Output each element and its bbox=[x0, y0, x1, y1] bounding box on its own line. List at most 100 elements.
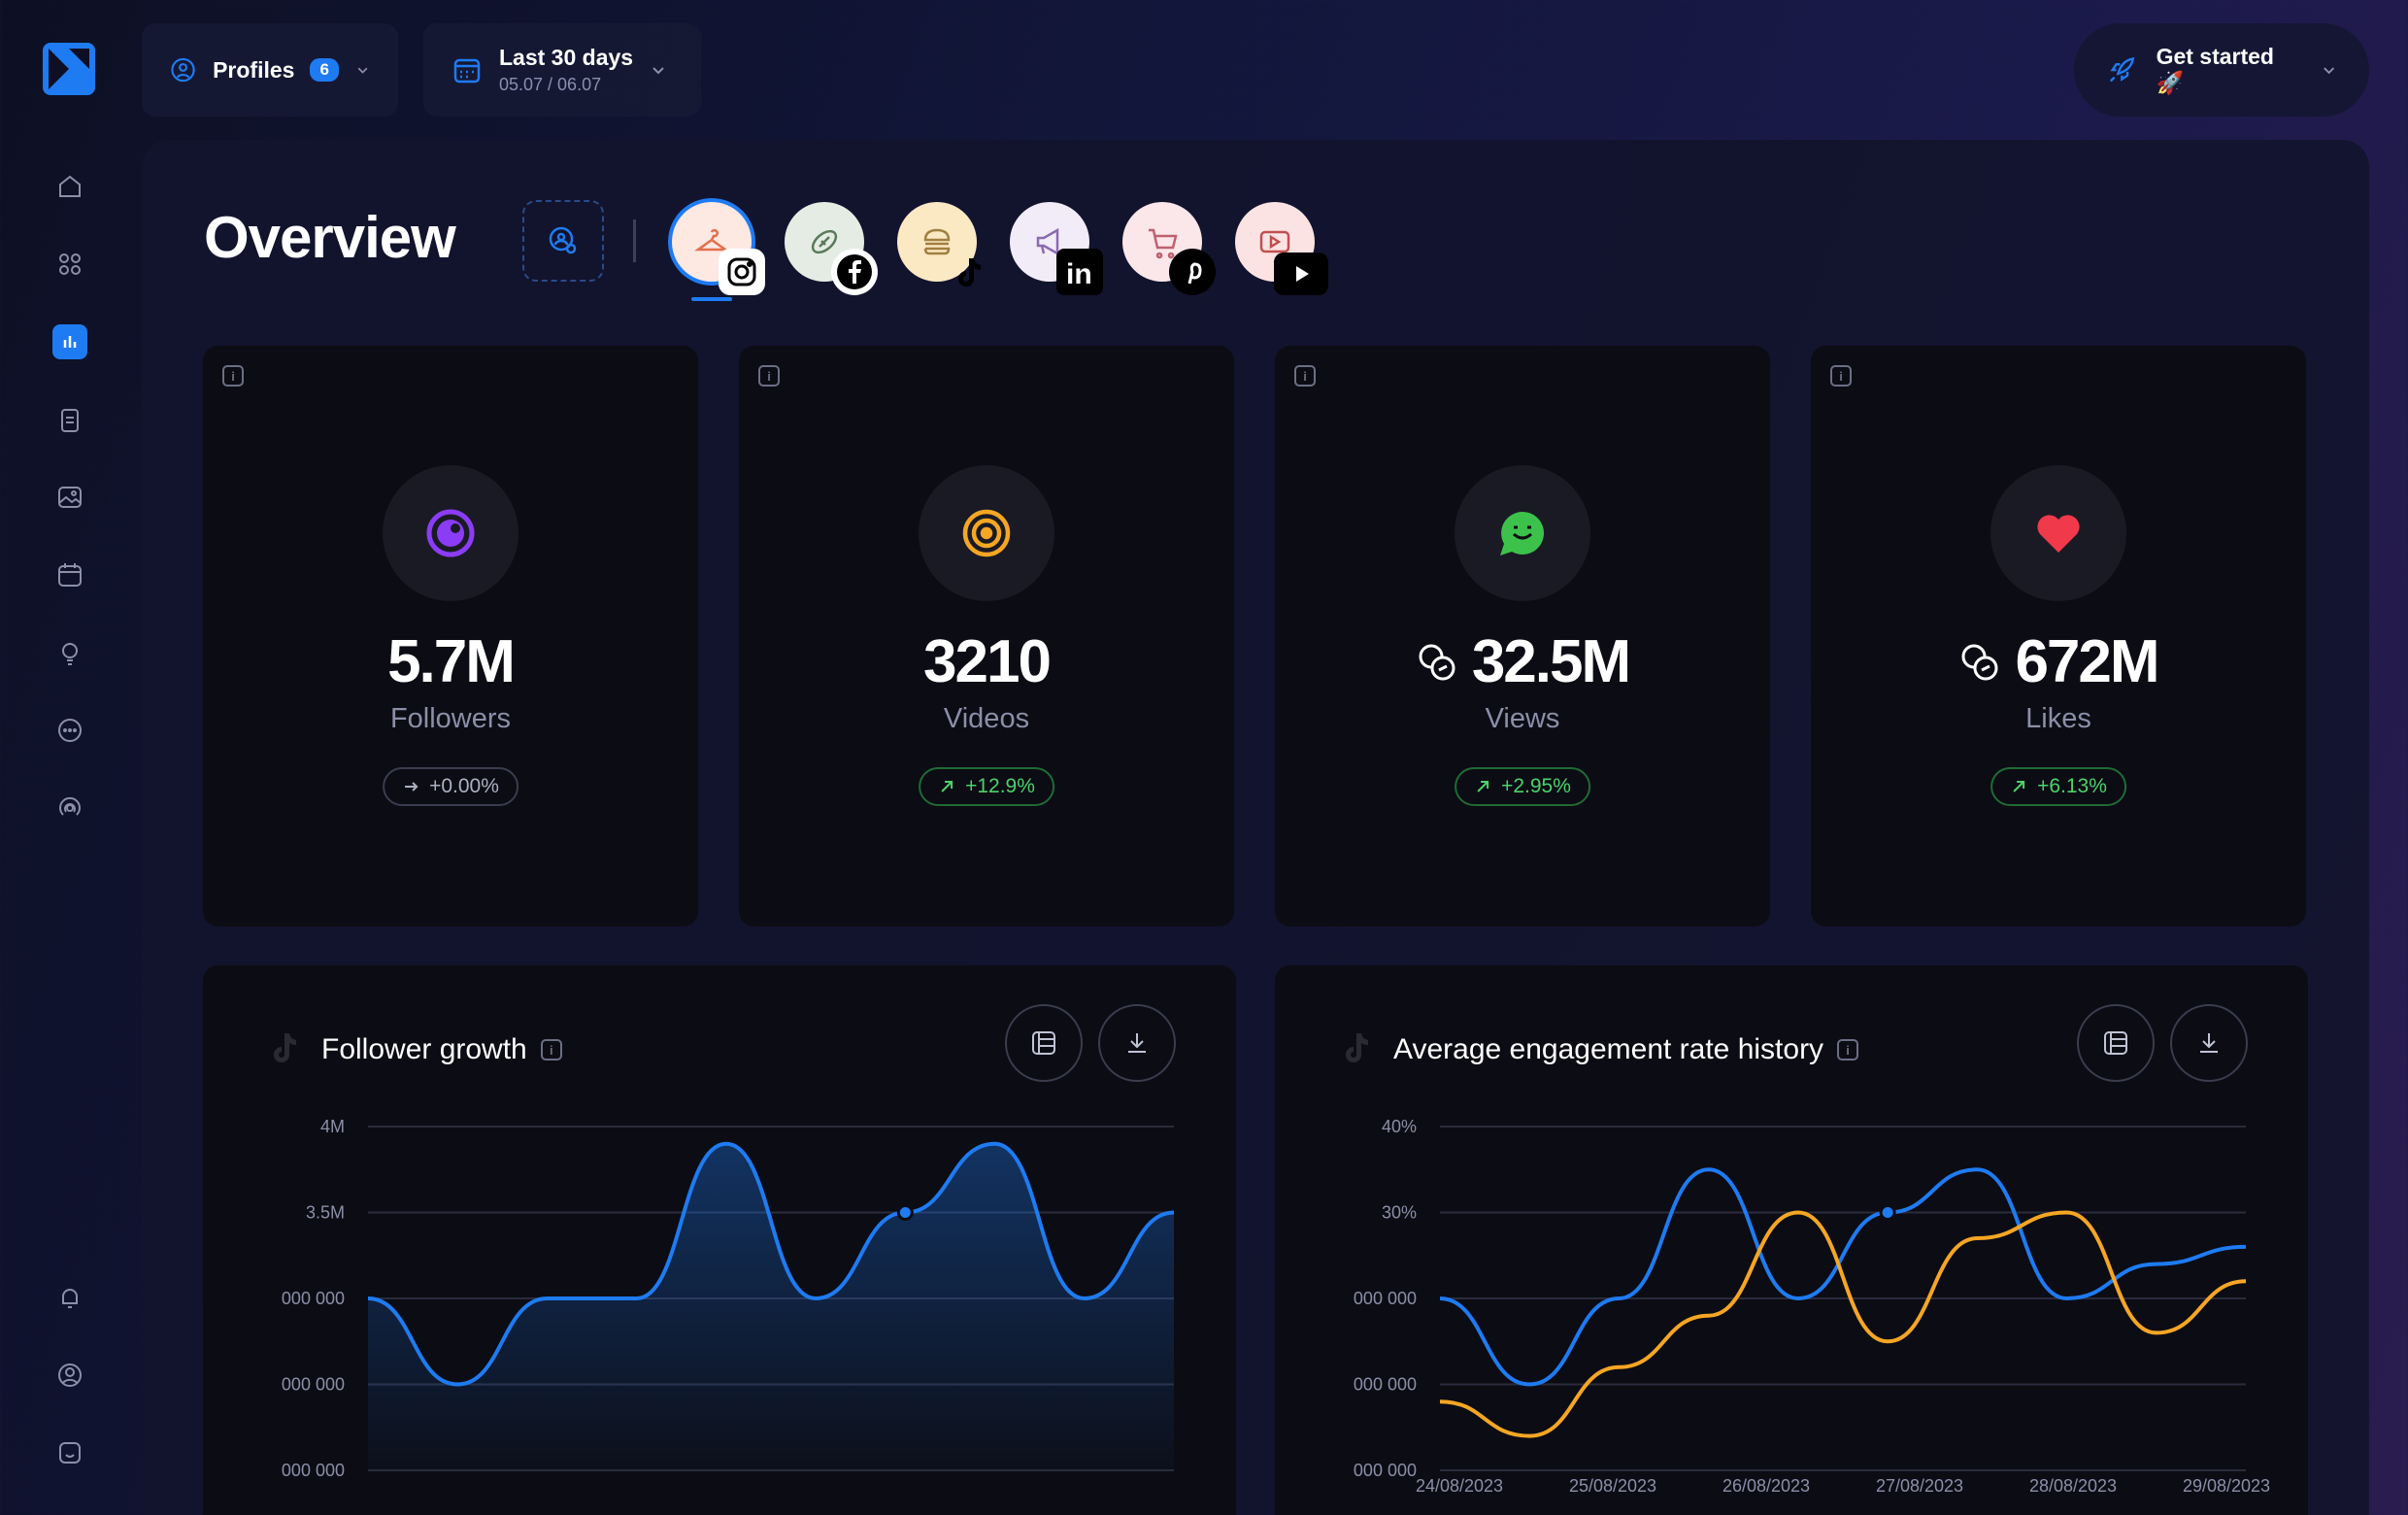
broadcast-icon[interactable] bbox=[49, 787, 91, 829]
info-icon[interactable]: i bbox=[758, 365, 780, 387]
download-button[interactable] bbox=[1098, 1004, 1176, 1082]
x-tick-label: 29/08/2023 bbox=[2183, 1476, 2270, 1496]
stat-delta-badge: +12.9% bbox=[919, 767, 1054, 806]
app-logo[interactable] bbox=[43, 43, 95, 95]
y-tick-label: 000 000 bbox=[282, 1375, 345, 1395]
instagram-icon bbox=[719, 249, 765, 295]
account-icon[interactable] bbox=[49, 1354, 91, 1397]
table-icon bbox=[1032, 1031, 1055, 1055]
user-circle-icon bbox=[171, 57, 195, 83]
profile-filter-button[interactable] bbox=[522, 200, 604, 282]
grid-icon[interactable] bbox=[49, 243, 91, 286]
table-icon bbox=[2104, 1031, 2127, 1055]
bell-icon[interactable] bbox=[49, 1276, 91, 1319]
data-point-marker[interactable] bbox=[1879, 1204, 1896, 1221]
coins-icon bbox=[1419, 644, 1455, 680]
analytics-icon[interactable] bbox=[52, 324, 87, 359]
selected-profile-indicator bbox=[691, 297, 732, 301]
profiles-label: Profiles bbox=[213, 56, 295, 83]
y-tick-label: 3.5M bbox=[306, 1203, 345, 1223]
profile-avatar-linkedin[interactable]: in bbox=[1010, 202, 1103, 295]
chart-title: Follower growth i bbox=[321, 1033, 562, 1066]
coins-icon bbox=[1961, 644, 1998, 680]
svg-text:in: in bbox=[1066, 258, 1092, 290]
stat-delta-badge: +6.13% bbox=[1990, 767, 2126, 806]
stat-value: 32.5M bbox=[1471, 628, 1631, 695]
stat-value: 3210 bbox=[923, 628, 1052, 695]
target-icon bbox=[919, 465, 1054, 601]
smile-chat-icon bbox=[1455, 465, 1590, 601]
home-icon[interactable] bbox=[49, 165, 91, 208]
profiles-dropdown[interactable]: Profiles 6 bbox=[142, 23, 398, 117]
video-icon bbox=[1259, 230, 1290, 253]
cart-icon bbox=[1149, 228, 1178, 259]
profile-avatar-youtube[interactable] bbox=[1235, 202, 1328, 295]
info-icon[interactable]: i bbox=[222, 365, 244, 387]
stat-value: 5.7M bbox=[387, 628, 516, 695]
page-title: Overview bbox=[204, 205, 456, 270]
calendar-icon bbox=[453, 58, 481, 84]
profile-avatar-facebook[interactable] bbox=[785, 202, 878, 295]
y-tick-label: 000 000 bbox=[1354, 1289, 1417, 1308]
main-panel: Overview in bbox=[142, 140, 2369, 1515]
stat-delta-value: +6.13% bbox=[2037, 775, 2107, 797]
stat-card-videos: i 3210 Videos +12.9% bbox=[739, 346, 1234, 926]
download-button[interactable] bbox=[2170, 1004, 2248, 1082]
calendar-icon[interactable] bbox=[49, 554, 91, 596]
stat-value: 672M bbox=[2015, 628, 2159, 695]
table-view-button[interactable] bbox=[2077, 1004, 2155, 1082]
linkedin-icon: in bbox=[1056, 249, 1103, 295]
y-tick-label: 4M bbox=[320, 1117, 345, 1136]
divider bbox=[633, 219, 636, 262]
table-view-button[interactable] bbox=[1005, 1004, 1083, 1082]
chevron-down-icon bbox=[2323, 67, 2334, 75]
stat-delta-badge: +2.95% bbox=[1455, 767, 1590, 806]
info-icon[interactable]: i bbox=[1837, 1039, 1859, 1060]
series-line bbox=[1439, 1210, 2247, 1438]
image-icon[interactable] bbox=[49, 476, 91, 519]
x-tick-label: 25/08/2023 bbox=[1569, 1476, 1656, 1496]
y-tick-label: 000 000 bbox=[282, 1289, 345, 1308]
hanger-icon bbox=[694, 228, 729, 252]
arrow-right-icon bbox=[405, 782, 418, 791]
get-started-label: Get started 🚀 bbox=[2156, 44, 2274, 95]
info-icon[interactable]: i bbox=[1830, 365, 1852, 387]
profile-avatar-pinterest[interactable] bbox=[1122, 202, 1216, 295]
stat-label: Videos bbox=[943, 703, 1030, 734]
eye-icon bbox=[383, 465, 518, 601]
info-icon[interactable]: i bbox=[1294, 365, 1316, 387]
profile-avatar-instagram[interactable] bbox=[672, 202, 765, 295]
tiktok-icon bbox=[1346, 1033, 1368, 1062]
arrow-up-right-icon bbox=[2013, 781, 2025, 792]
chart-title: Average engagement rate history i bbox=[1393, 1033, 1859, 1066]
stat-card-followers: i 5.7M Followers +0.00% bbox=[203, 346, 698, 926]
pinterest-icon bbox=[1169, 249, 1216, 295]
youtube-icon bbox=[1274, 252, 1328, 295]
stat-card-likes: i 672M Likes +6.13% bbox=[1811, 346, 2306, 926]
x-tick-label: 26/08/2023 bbox=[1722, 1476, 1810, 1496]
y-tick-label: 40% bbox=[1382, 1117, 1417, 1136]
profile-avatar-tiktok[interactable] bbox=[897, 202, 981, 286]
data-point-marker[interactable] bbox=[896, 1204, 914, 1221]
info-icon[interactable]: i bbox=[540, 1039, 562, 1060]
tiktok-icon bbox=[944, 249, 990, 295]
clipboard-icon[interactable] bbox=[49, 398, 91, 441]
follower-growth-chart: 4M 3.5M 000 000 000 000 000 000 bbox=[282, 1117, 1175, 1480]
profiles-count-badge: 6 bbox=[310, 58, 339, 82]
date-range-dropdown[interactable]: Last 30 days 05.07 / 06.07 bbox=[423, 23, 701, 117]
x-tick-label: 28/08/2023 bbox=[2029, 1476, 2117, 1496]
series-area bbox=[368, 1143, 1174, 1470]
y-tick-label: 000 000 bbox=[1354, 1375, 1417, 1395]
sidebar bbox=[0, 0, 140, 1515]
get-started-button[interactable]: Get started 🚀 bbox=[2074, 23, 2369, 117]
download-icon bbox=[2200, 1033, 2218, 1053]
support-icon[interactable] bbox=[49, 1431, 91, 1474]
idea-icon[interactable] bbox=[49, 631, 91, 674]
heart-icon bbox=[1990, 465, 2126, 601]
tiktok-icon bbox=[274, 1033, 296, 1062]
stat-delta-badge: +0.00% bbox=[383, 767, 518, 806]
download-icon bbox=[1128, 1033, 1146, 1053]
date-range-sub: 05.07 / 06.07 bbox=[499, 75, 602, 94]
chat-icon[interactable] bbox=[49, 709, 91, 752]
